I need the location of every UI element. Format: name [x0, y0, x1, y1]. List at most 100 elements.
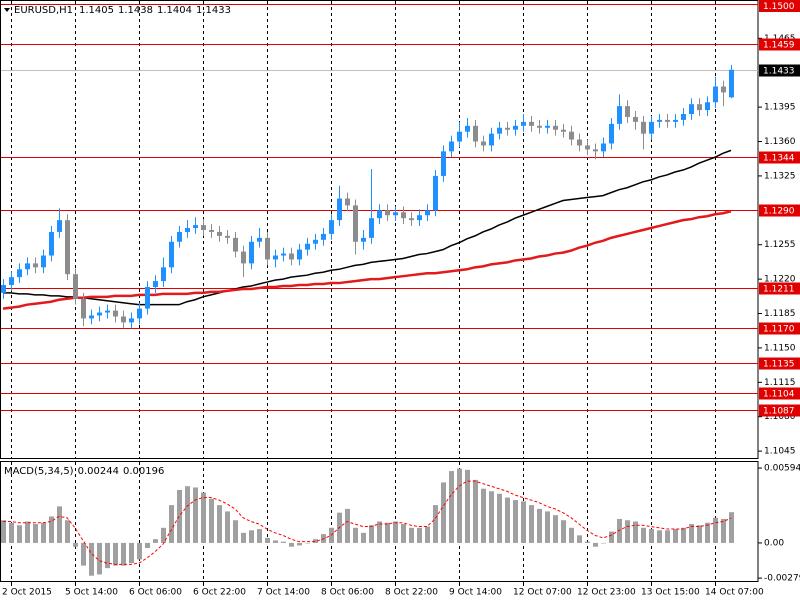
candle-body [281, 253, 286, 256]
y-tick-label: 1.1185 [764, 309, 796, 319]
candle-body [129, 318, 134, 323]
macd-bar [233, 520, 238, 543]
macd-bar [513, 500, 518, 543]
high-value: 1.1438 [118, 5, 153, 16]
candle-body [473, 125, 478, 142]
level-label-box [759, 282, 800, 295]
candle-body [89, 315, 94, 319]
macd-bar [313, 539, 318, 543]
macd-bar [65, 520, 70, 543]
macd-bar [25, 521, 30, 543]
x-tick-label: 2 Oct 2015 [2, 588, 52, 598]
candle-body [257, 237, 262, 242]
candle-body [617, 106, 622, 124]
x-tick-label: 6 Oct 22:00 [193, 588, 246, 598]
macd-bar [409, 527, 414, 543]
level-label: 1.1087 [763, 407, 795, 417]
macd-bar [385, 522, 390, 543]
candle-body [713, 86, 718, 103]
macd-bar [433, 505, 438, 543]
candle-body [113, 310, 118, 317]
macd-bar [625, 520, 630, 543]
macd-bar [169, 505, 174, 543]
macd-bar [665, 530, 670, 543]
level-label-box [759, 0, 800, 12]
macd-bar [545, 511, 550, 543]
signal-line [3, 480, 732, 565]
macd-bar [121, 542, 126, 566]
macd-bar [129, 542, 134, 564]
candle-body [137, 308, 142, 319]
macd-bar [145, 542, 150, 548]
macd-bar [353, 527, 358, 543]
candle-body [593, 149, 598, 152]
macd-bar [273, 540, 278, 543]
candle-body [65, 220, 70, 275]
candle-body [73, 274, 78, 299]
candle-body [265, 237, 270, 260]
macd-bar [177, 489, 182, 543]
macd-bar [81, 542, 86, 566]
candle-body [529, 121, 534, 126]
candle-body [337, 198, 342, 221]
price-header: EURUSD,H1 1.1405 1.1438 1.1404 1.1433 [14, 5, 231, 16]
macd-bar [113, 542, 118, 566]
macd-bar [441, 482, 446, 543]
level-label: 1.1290 [763, 207, 795, 217]
y-tick-label: 1.1325 [764, 171, 796, 181]
y-tick-label: 1.1395 [764, 103, 796, 113]
y-tick-label: 1.1220 [764, 275, 796, 285]
level-label-box [759, 357, 800, 370]
candle-body [1, 285, 6, 293]
level-label-box [759, 151, 800, 164]
macd-bar [49, 516, 54, 543]
macd-bar [593, 542, 598, 547]
candle-body [665, 119, 670, 122]
macd-bar [553, 515, 558, 543]
candle-body [25, 263, 30, 270]
candle-body [409, 218, 414, 221]
candle-body [673, 119, 678, 122]
candle-body [689, 104, 694, 115]
macd-bar [617, 518, 622, 543]
candle-body [161, 267, 166, 282]
macd-bar [33, 524, 38, 543]
macd-header: MACD(5,34,5) 0.00244 0.00196 [4, 466, 164, 477]
macd-bar [281, 541, 286, 543]
candle-body [201, 225, 206, 230]
level-label: 1.1500 [763, 2, 795, 12]
macd-bar [361, 532, 366, 543]
x-tick-label: 12 Oct 23:00 [577, 588, 636, 598]
low-value: 1.1404 [157, 5, 192, 16]
macd-bar [265, 537, 270, 543]
macd-bar [105, 542, 110, 569]
macd-bar [161, 527, 166, 543]
candle-body [625, 106, 630, 117]
candle-body [329, 220, 334, 234]
y-tick-label: 1.1080 [764, 412, 796, 422]
moving-average [2, 210, 732, 310]
macd-bar [481, 488, 486, 543]
candle-body [401, 212, 406, 219]
x-tick-label: 8 Oct 22:00 [385, 588, 438, 598]
candle-body [353, 205, 358, 242]
y-tick-label: 1.1150 [764, 343, 796, 353]
candle-body [209, 229, 214, 232]
candle-body [729, 69, 734, 98]
x-tick-label: 6 Oct 06:00 [129, 588, 182, 598]
x-tick-label: 12 Oct 07:00 [513, 588, 572, 598]
level-label: 1.1104 [763, 390, 795, 400]
bid-label: 1.1433 [763, 67, 795, 77]
candle-body [569, 131, 574, 140]
level-label: 1.1459 [763, 41, 795, 51]
macd-bar [153, 539, 158, 543]
macd-bar [521, 501, 526, 543]
close-value: 1.1433 [196, 5, 231, 16]
candle-body [705, 102, 710, 111]
x-tick-label: 13 Oct 15:00 [641, 588, 700, 598]
macd-bar [713, 517, 718, 543]
open-value: 1.1405 [79, 5, 114, 16]
macd-bar [97, 542, 102, 575]
